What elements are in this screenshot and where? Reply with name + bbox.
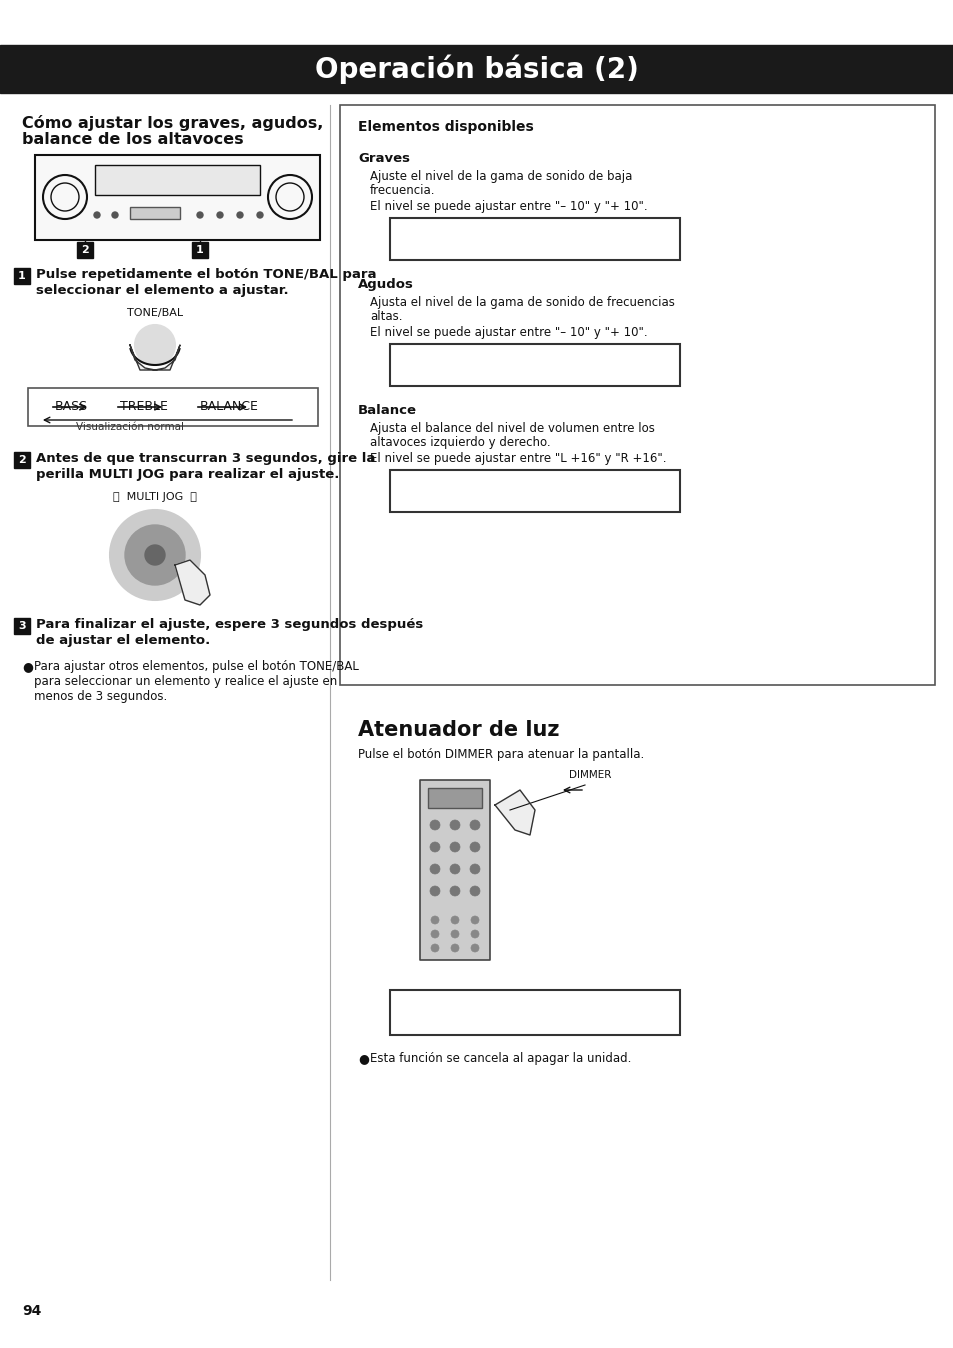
Text: Ajusta el nivel de la gama de sonido de frecuencias: Ajusta el nivel de la gama de sonido de … bbox=[370, 297, 674, 309]
Text: menos de 3 segundos.: menos de 3 segundos. bbox=[34, 690, 167, 704]
Circle shape bbox=[470, 864, 479, 874]
Text: Para finalizar el ajuste, espere 3 segundos después: Para finalizar el ajuste, espere 3 segun… bbox=[36, 617, 423, 631]
Bar bbox=[14, 268, 30, 284]
Text: balance de los altavoces: balance de los altavoces bbox=[22, 132, 243, 147]
Text: ●: ● bbox=[22, 661, 32, 673]
Circle shape bbox=[430, 842, 439, 852]
Circle shape bbox=[450, 820, 459, 830]
Text: Pulse repetidamente el botón TONE/BAL para: Pulse repetidamente el botón TONE/BAL pa… bbox=[36, 268, 376, 280]
Circle shape bbox=[430, 864, 439, 874]
Text: El nivel se puede ajustar entre "– 10" y "+ 10".: El nivel se puede ajustar entre "– 10" y… bbox=[370, 200, 647, 213]
Bar bbox=[390, 344, 679, 386]
Polygon shape bbox=[495, 790, 535, 834]
Text: perilla MULTI JOG para realizar el ajuste.: perilla MULTI JOG para realizar el ajust… bbox=[36, 468, 339, 481]
Text: Para ajustar otros elementos, pulse el botón TONE/BAL: Para ajustar otros elementos, pulse el b… bbox=[34, 661, 358, 673]
Bar bbox=[0, 44, 953, 93]
Circle shape bbox=[430, 886, 439, 896]
Circle shape bbox=[430, 820, 439, 830]
Bar bbox=[339, 105, 934, 685]
Circle shape bbox=[431, 944, 438, 952]
Text: 1: 1 bbox=[18, 271, 26, 280]
Circle shape bbox=[236, 212, 243, 218]
Bar bbox=[192, 243, 208, 257]
Text: El nivel se puede ajustar entre "L +16" y "R +16".: El nivel se puede ajustar entre "L +16" … bbox=[370, 452, 666, 465]
Text: Ajuste el nivel de la gama de sonido de baja: Ajuste el nivel de la gama de sonido de … bbox=[370, 170, 632, 183]
Text: Pulse el botón DIMMER para atenuar la pantalla.: Pulse el botón DIMMER para atenuar la pa… bbox=[357, 748, 643, 762]
Text: 1: 1 bbox=[196, 245, 204, 255]
Circle shape bbox=[450, 864, 459, 874]
Text: Graves: Graves bbox=[357, 152, 410, 164]
Text: Visualización normal: Visualización normal bbox=[76, 422, 184, 431]
Bar bbox=[35, 155, 319, 240]
Bar bbox=[14, 452, 30, 468]
Text: DIMMER: DIMMER bbox=[568, 770, 611, 780]
Text: Elementos disponibles: Elementos disponibles bbox=[357, 120, 533, 133]
Circle shape bbox=[451, 930, 458, 938]
Text: DIMMER ON: DIMMER ON bbox=[405, 1003, 512, 1020]
Text: 2: 2 bbox=[81, 245, 89, 255]
Circle shape bbox=[471, 917, 478, 923]
Text: altavoces izquierdo y derecho.: altavoces izquierdo y derecho. bbox=[370, 435, 550, 449]
Polygon shape bbox=[174, 559, 210, 605]
Text: 2: 2 bbox=[18, 456, 26, 465]
Circle shape bbox=[470, 886, 479, 896]
Circle shape bbox=[431, 930, 438, 938]
Circle shape bbox=[470, 842, 479, 852]
Text: Agudos: Agudos bbox=[357, 278, 414, 291]
Bar bbox=[390, 218, 679, 260]
Text: TREBLE      0: TREBLE 0 bbox=[405, 356, 518, 373]
Text: BALANCE   CENTER: BALANCE CENTER bbox=[405, 483, 578, 500]
Circle shape bbox=[450, 842, 459, 852]
Text: Esta función se cancela al apagar la unidad.: Esta función se cancela al apagar la uni… bbox=[370, 1051, 631, 1065]
Circle shape bbox=[94, 212, 100, 218]
Circle shape bbox=[112, 212, 118, 218]
Circle shape bbox=[470, 820, 479, 830]
Bar bbox=[14, 617, 30, 634]
Text: altas.: altas. bbox=[370, 310, 402, 324]
Text: Ajusta el balance del nivel de volumen entre los: Ajusta el balance del nivel de volumen e… bbox=[370, 422, 654, 435]
Text: seleccionar el elemento a ajustar.: seleccionar el elemento a ajustar. bbox=[36, 284, 289, 297]
Text: BASS: BASS bbox=[55, 400, 88, 414]
Circle shape bbox=[110, 510, 200, 600]
Bar bbox=[95, 164, 260, 195]
Text: para seleccionar un elemento y realice el ajuste en: para seleccionar un elemento y realice e… bbox=[34, 675, 337, 687]
Circle shape bbox=[451, 917, 458, 923]
Text: Balance: Balance bbox=[357, 404, 416, 417]
Circle shape bbox=[196, 212, 203, 218]
Circle shape bbox=[471, 944, 478, 952]
Text: frecuencia.: frecuencia. bbox=[370, 183, 435, 197]
Text: TONE/BAL: TONE/BAL bbox=[127, 307, 183, 318]
Text: BALANCE: BALANCE bbox=[200, 400, 258, 414]
Bar bbox=[428, 789, 481, 807]
Bar bbox=[390, 989, 679, 1035]
Bar bbox=[419, 780, 490, 960]
Text: El nivel se puede ajustar entre "– 10" y "+ 10".: El nivel se puede ajustar entre "– 10" y… bbox=[370, 326, 647, 338]
Bar bbox=[28, 388, 317, 426]
Circle shape bbox=[216, 212, 223, 218]
Text: Atenuador de luz: Atenuador de luz bbox=[357, 720, 558, 740]
Circle shape bbox=[471, 930, 478, 938]
Text: Antes de que transcurran 3 segundos, gire la: Antes de que transcurran 3 segundos, gir… bbox=[36, 452, 375, 465]
Bar bbox=[77, 243, 92, 257]
Polygon shape bbox=[130, 345, 180, 369]
Circle shape bbox=[135, 325, 174, 365]
Text: ⏮  MULTI JOG  ⏭: ⏮ MULTI JOG ⏭ bbox=[113, 492, 196, 501]
Circle shape bbox=[132, 212, 138, 218]
Circle shape bbox=[450, 886, 459, 896]
Circle shape bbox=[145, 545, 165, 565]
Bar bbox=[390, 470, 679, 512]
Text: de ajustar el elemento.: de ajustar el elemento. bbox=[36, 634, 210, 647]
Circle shape bbox=[125, 524, 185, 585]
Text: ●: ● bbox=[357, 1051, 369, 1065]
Text: 3: 3 bbox=[18, 621, 26, 631]
Text: Operación básica (2): Operación básica (2) bbox=[314, 54, 639, 84]
Circle shape bbox=[451, 944, 458, 952]
Text: TREBLE: TREBLE bbox=[120, 400, 168, 414]
Text: BASS         0: BASS 0 bbox=[405, 231, 515, 248]
Bar bbox=[130, 208, 180, 218]
Text: Cómo ajustar los graves, agudos,: Cómo ajustar los graves, agudos, bbox=[22, 115, 323, 131]
Circle shape bbox=[256, 212, 263, 218]
Text: 94: 94 bbox=[22, 1304, 41, 1318]
Circle shape bbox=[431, 917, 438, 923]
